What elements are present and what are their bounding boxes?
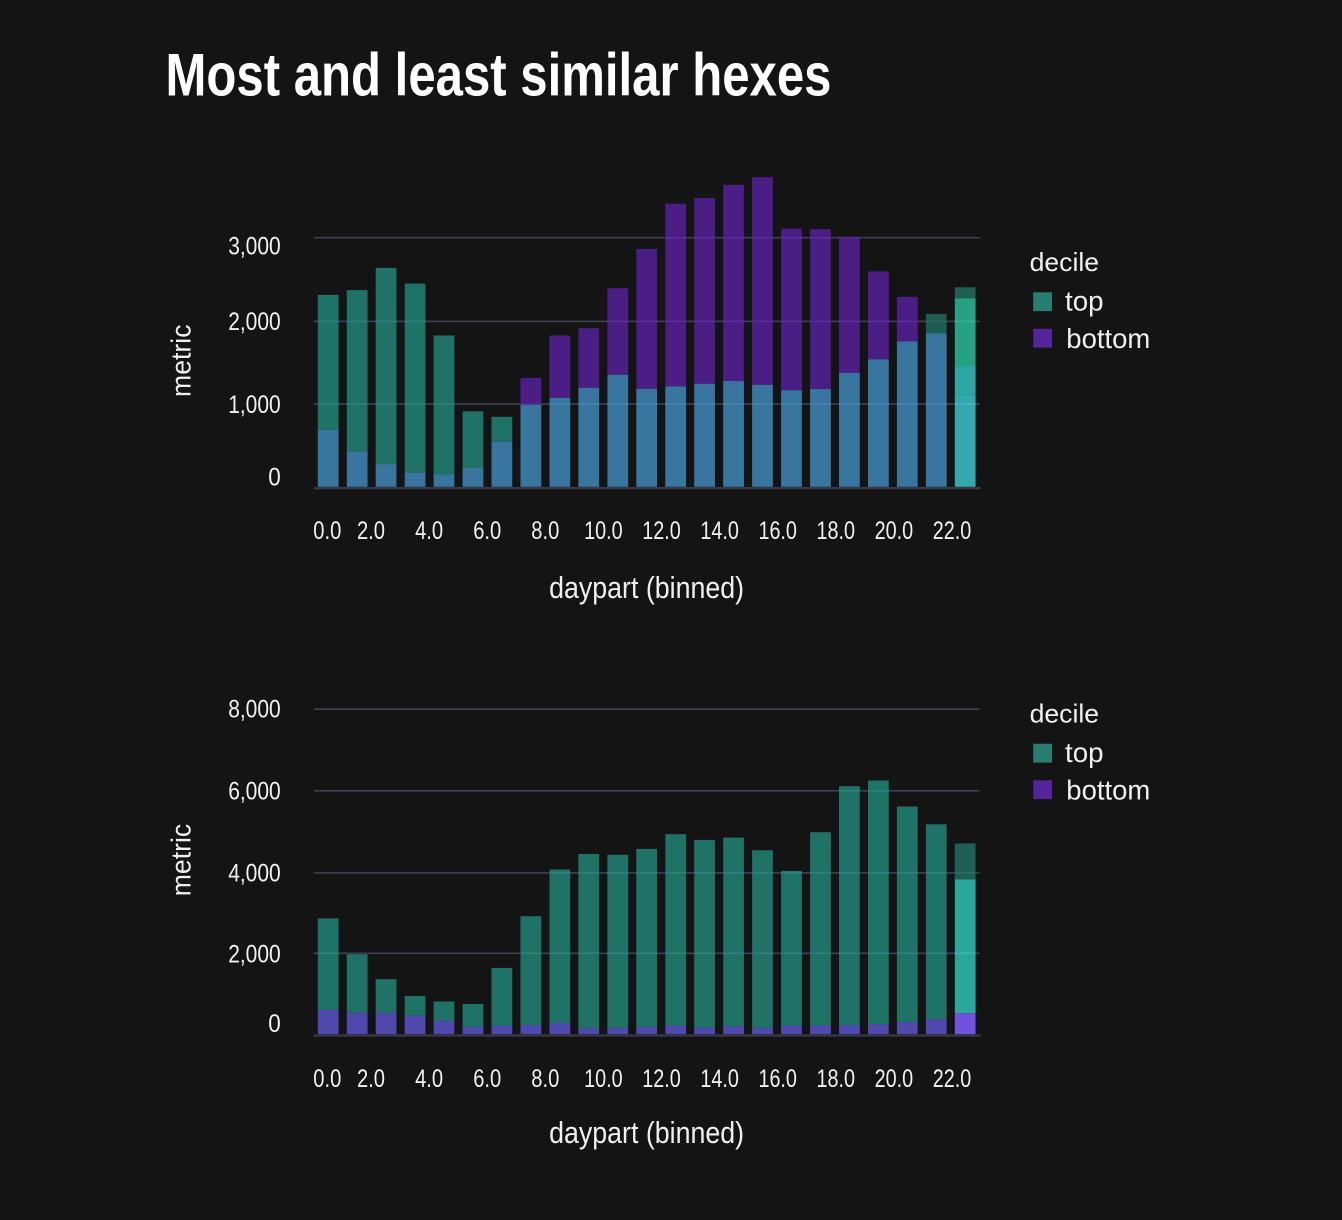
svg-text:22.0: 22.0 [933, 1065, 972, 1093]
svg-text:8.0: 8.0 [531, 517, 559, 545]
svg-text:22.0: 22.0 [933, 517, 972, 545]
svg-text:2,000: 2,000 [228, 940, 281, 968]
svg-text:0: 0 [268, 1010, 281, 1038]
svg-text:Most and least similar hexes: Most and least similar hexes [166, 42, 832, 109]
svg-text:20.0: 20.0 [875, 1065, 914, 1093]
svg-text:bottom: bottom [1066, 323, 1150, 354]
svg-text:12.0: 12.0 [642, 517, 681, 545]
svg-text:16.0: 16.0 [758, 1065, 797, 1093]
svg-text:1,000: 1,000 [228, 391, 281, 419]
svg-text:2,000: 2,000 [228, 308, 281, 336]
svg-text:decile: decile [1030, 247, 1100, 277]
svg-text:6.0: 6.0 [473, 517, 501, 545]
svg-text:0.0: 0.0 [313, 1065, 341, 1093]
svg-text:decile: decile [1030, 699, 1100, 729]
svg-text:10.0: 10.0 [584, 1065, 623, 1093]
svg-text:4,000: 4,000 [228, 860, 281, 888]
svg-text:metric: metric [165, 324, 196, 397]
svg-text:top: top [1065, 286, 1104, 317]
svg-text:daypart (binned): daypart (binned) [549, 1115, 744, 1150]
svg-text:8.0: 8.0 [531, 1065, 559, 1093]
svg-text:18.0: 18.0 [817, 517, 856, 545]
svg-text:6.0: 6.0 [473, 1065, 501, 1093]
svg-text:bottom: bottom [1066, 774, 1150, 805]
svg-text:metric: metric [165, 824, 196, 897]
svg-text:18.0: 18.0 [817, 1065, 856, 1093]
svg-text:4.0: 4.0 [415, 1065, 443, 1093]
svg-text:top: top [1065, 737, 1104, 768]
svg-text:12.0: 12.0 [642, 1065, 681, 1093]
svg-text:daypart (binned): daypart (binned) [549, 570, 744, 605]
svg-text:8,000: 8,000 [228, 696, 281, 724]
svg-text:4.0: 4.0 [415, 517, 443, 545]
svg-text:0: 0 [268, 464, 281, 492]
svg-text:3,000: 3,000 [228, 233, 281, 261]
svg-text:10.0: 10.0 [584, 517, 623, 545]
svg-text:20.0: 20.0 [875, 517, 914, 545]
svg-text:16.0: 16.0 [758, 517, 797, 545]
svg-text:2.0: 2.0 [357, 1065, 385, 1093]
svg-text:0.0: 0.0 [313, 517, 341, 545]
svg-text:14.0: 14.0 [700, 517, 739, 545]
svg-text:2.0: 2.0 [357, 517, 385, 545]
svg-text:14.0: 14.0 [700, 1065, 739, 1093]
svg-text:6,000: 6,000 [228, 778, 281, 806]
